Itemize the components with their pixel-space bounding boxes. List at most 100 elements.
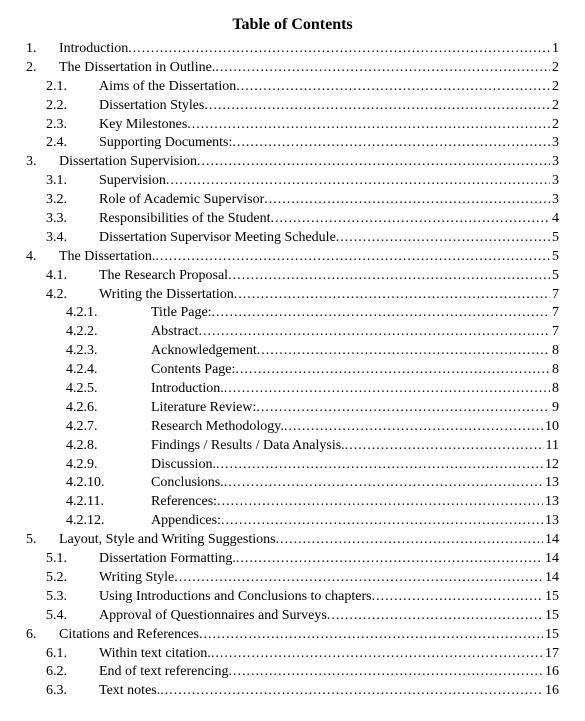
- toc-leader-dots: [221, 512, 543, 531]
- toc-entry-number: 4.2.9.: [26, 456, 144, 475]
- toc-leader-dots: [236, 550, 543, 569]
- toc-entry: 5.4. Approval of Questionnaires and Surv…: [26, 607, 559, 626]
- toc-entry-number: 4.2.8.: [26, 437, 144, 456]
- toc-entry-number: 4.2.: [26, 286, 92, 305]
- toc-entry-page: 14: [543, 550, 559, 569]
- toc-entry-number: 4.2.2.: [26, 323, 144, 342]
- toc-entry: 1. Introduction1: [26, 40, 559, 59]
- toc-entry-number: 4.2.10.: [26, 474, 144, 493]
- toc-leader-dots: [199, 626, 543, 645]
- toc-entry-number: 4.1.: [26, 267, 92, 286]
- toc-entry-number: 2.2.: [26, 97, 92, 116]
- toc-entry: 4.2.10. Conclusions.13: [26, 474, 559, 493]
- toc-entry: 3.2. Role of Academic Supervisor 3: [26, 191, 559, 210]
- toc-leader-dots: [284, 418, 543, 437]
- toc-entry-page: 11: [544, 437, 559, 456]
- toc-entry-page: 13: [543, 493, 559, 512]
- toc-entry-number: 6.1.: [26, 645, 92, 664]
- toc-entry: 6.1. Within text citation.17: [26, 645, 559, 664]
- toc-entry-label: Layout, Style and Writing Suggestions: [59, 531, 276, 550]
- toc-leader-dots: [264, 191, 550, 210]
- toc-entry: 2.3. Key Milestones 2: [26, 116, 559, 135]
- toc-entry: 5.3. Using Introductions and Conclusions…: [26, 588, 559, 607]
- toc-entry: 3.4. Dissertation Supervisor Meeting Sch…: [26, 229, 559, 248]
- toc-entry-label: Dissertation Supervisor Meeting Schedule: [99, 229, 336, 248]
- toc-entry-number: 4.2.6.: [26, 399, 144, 418]
- toc-entry-page: 14: [543, 531, 559, 550]
- toc-entry-label: Role of Academic Supervisor: [99, 191, 264, 210]
- toc-entry-page: 3: [550, 134, 559, 153]
- toc-entry: 5.2. Writing Style 14: [26, 569, 559, 588]
- toc-entry-label: Appendices:: [151, 512, 221, 531]
- toc-entry-number: 2.4.: [26, 134, 92, 153]
- toc-leader-dots: [236, 78, 550, 97]
- toc-entry-number: 3.3.: [26, 210, 92, 229]
- toc-entry-label: Writing Style: [99, 569, 174, 588]
- toc-entry-label: Using Introductions and Conclusions to c…: [99, 588, 372, 607]
- toc-entry-label: Findings / Results / Data Analysis.: [151, 437, 345, 456]
- toc-entry-label: Citations and References: [59, 626, 199, 645]
- toc-entry-label: Contents Page:: [151, 361, 235, 380]
- toc-entry: 4.2.9. Discussion. 12: [26, 456, 559, 475]
- toc-leader-dots: [187, 116, 550, 135]
- toc-entry-label: Key Milestones: [99, 116, 187, 135]
- toc-leader-dots: [217, 493, 543, 512]
- toc-entry-number: 3.4.: [26, 229, 92, 248]
- toc-entry-number: 6.3.: [26, 682, 92, 701]
- toc-entry-number: 2.3.: [26, 116, 92, 135]
- toc-entry-number: 4.2.1.: [26, 304, 144, 323]
- table-of-contents: 1. Introduction12. The Dissertation in O…: [26, 40, 559, 701]
- toc-leader-dots: [204, 97, 550, 116]
- page: Table of Contents 1. Introduction12. The…: [0, 0, 585, 721]
- toc-entry-page: 7: [550, 304, 559, 323]
- toc-entry-label: Supporting Documents:: [99, 134, 232, 153]
- toc-entry-label: Supervision: [99, 172, 166, 191]
- toc-entry-page: 3: [550, 191, 559, 210]
- toc-entry-label: Research Methodology.: [151, 418, 284, 437]
- toc-entry-page: 3: [550, 172, 559, 191]
- toc-entry-page: 15: [543, 607, 559, 626]
- toc-entry-page: 15: [543, 626, 559, 645]
- toc-leader-dots: [228, 663, 543, 682]
- toc-title: Table of Contents: [26, 16, 559, 34]
- toc-entry-label: End of text referencing: [99, 663, 228, 682]
- toc-leader-dots: [198, 323, 550, 342]
- toc-entry-label: Within text citation.: [99, 645, 211, 664]
- toc-entry-page: 2: [550, 116, 559, 135]
- toc-entry-label: Text notes.: [99, 682, 160, 701]
- toc-entry-page: 8: [550, 342, 559, 361]
- toc-entry-label: Writing the Dissertation: [99, 286, 234, 305]
- toc-leader-dots: [212, 304, 550, 323]
- toc-entry-page: 5: [550, 248, 559, 267]
- toc-entry: 3.3. Responsibilities of the Student4: [26, 210, 559, 229]
- toc-entry-label: Introduction.: [151, 380, 224, 399]
- toc-entry-number: 6.: [26, 626, 52, 645]
- toc-entry: 4.2.1. Title Page: 7: [26, 304, 559, 323]
- toc-entry: 5.1. Dissertation Formatting.14: [26, 550, 559, 569]
- toc-entry-page: 13: [543, 474, 559, 493]
- toc-entry-label: Approval of Questionnaires and Surveys: [99, 607, 327, 626]
- toc-entry-label: The Research Proposal: [99, 267, 228, 286]
- toc-entry-number: 2.: [26, 59, 52, 78]
- toc-entry-number: 5.1.: [26, 550, 92, 569]
- toc-entry: 3.1. Supervision 3: [26, 172, 559, 191]
- toc-leader-dots: [257, 342, 550, 361]
- toc-leader-dots: [166, 172, 550, 191]
- toc-entry-page: 2: [550, 78, 559, 97]
- toc-entry-page: 7: [550, 286, 559, 305]
- toc-leader-dots: [256, 399, 550, 418]
- toc-entry-page: 7: [550, 323, 559, 342]
- toc-entry: 4.2.11. References:13: [26, 493, 559, 512]
- toc-entry: 4.2.7. Research Methodology.10: [26, 418, 559, 437]
- toc-entry-number: 3.: [26, 153, 52, 172]
- toc-entry-number: 5.4.: [26, 607, 92, 626]
- toc-entry-page: 9: [550, 399, 559, 418]
- toc-leader-dots: [216, 456, 543, 475]
- toc-entry: 4.2.12. Appendices:13: [26, 512, 559, 531]
- toc-entry-number: 4.2.12.: [26, 512, 144, 531]
- toc-entry-label: References:: [151, 493, 217, 512]
- toc-entry-number: 5.2.: [26, 569, 92, 588]
- toc-entry-page: 2: [550, 59, 559, 78]
- toc-leader-dots: [174, 569, 543, 588]
- toc-leader-dots: [232, 134, 550, 153]
